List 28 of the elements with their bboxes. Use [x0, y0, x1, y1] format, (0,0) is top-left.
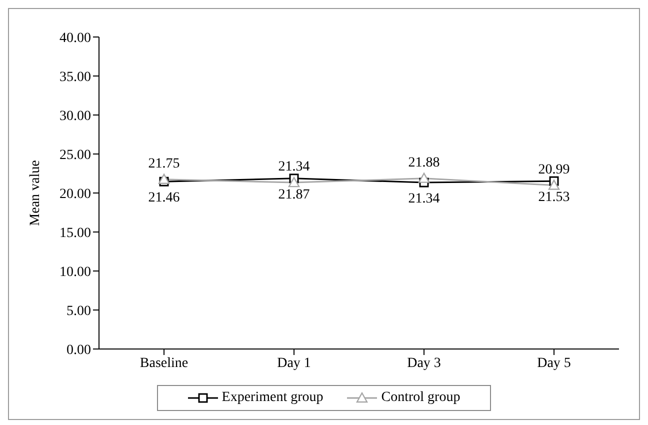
y-tick-label: 25.00 [60, 148, 91, 163]
legend-label: Experiment group [220, 390, 324, 406]
y-tick-label: 5.00 [66, 304, 91, 319]
x-tick-label: Baseline [140, 356, 188, 371]
point [288, 176, 300, 188]
point [548, 180, 560, 190]
y-tick-label: 0.00 [66, 342, 91, 358]
y-tick-label: 15.00 [60, 226, 91, 241]
y-tick-label: 10.00 [60, 264, 91, 280]
x-tick-label: Day 5 [537, 356, 571, 371]
y-axis-title: Mean value [28, 160, 43, 226]
legend-label: Control group [380, 390, 460, 406]
point [418, 172, 430, 183]
data-label: 21.46 [148, 190, 180, 206]
y-tick-label: 40.00 [60, 30, 91, 46]
y-tick-label: 30.00 [60, 108, 91, 124]
x-tick-label: Day 1 [277, 356, 311, 371]
x-tick-label: Day 3 [407, 356, 441, 371]
data-label: 21.88 [408, 155, 440, 170]
data-label: 21.34 [408, 191, 440, 206]
data-label: 21.34 [278, 160, 310, 175]
data-label: 21.87 [278, 187, 310, 202]
point [158, 174, 170, 184]
data-label: 21.53 [538, 190, 570, 206]
data-label: 21.75 [148, 156, 180, 172]
y-tick-label: 20.00 [60, 186, 91, 202]
y-tick-label: 35.00 [60, 70, 91, 85]
data-label: 20.99 [538, 162, 570, 178]
